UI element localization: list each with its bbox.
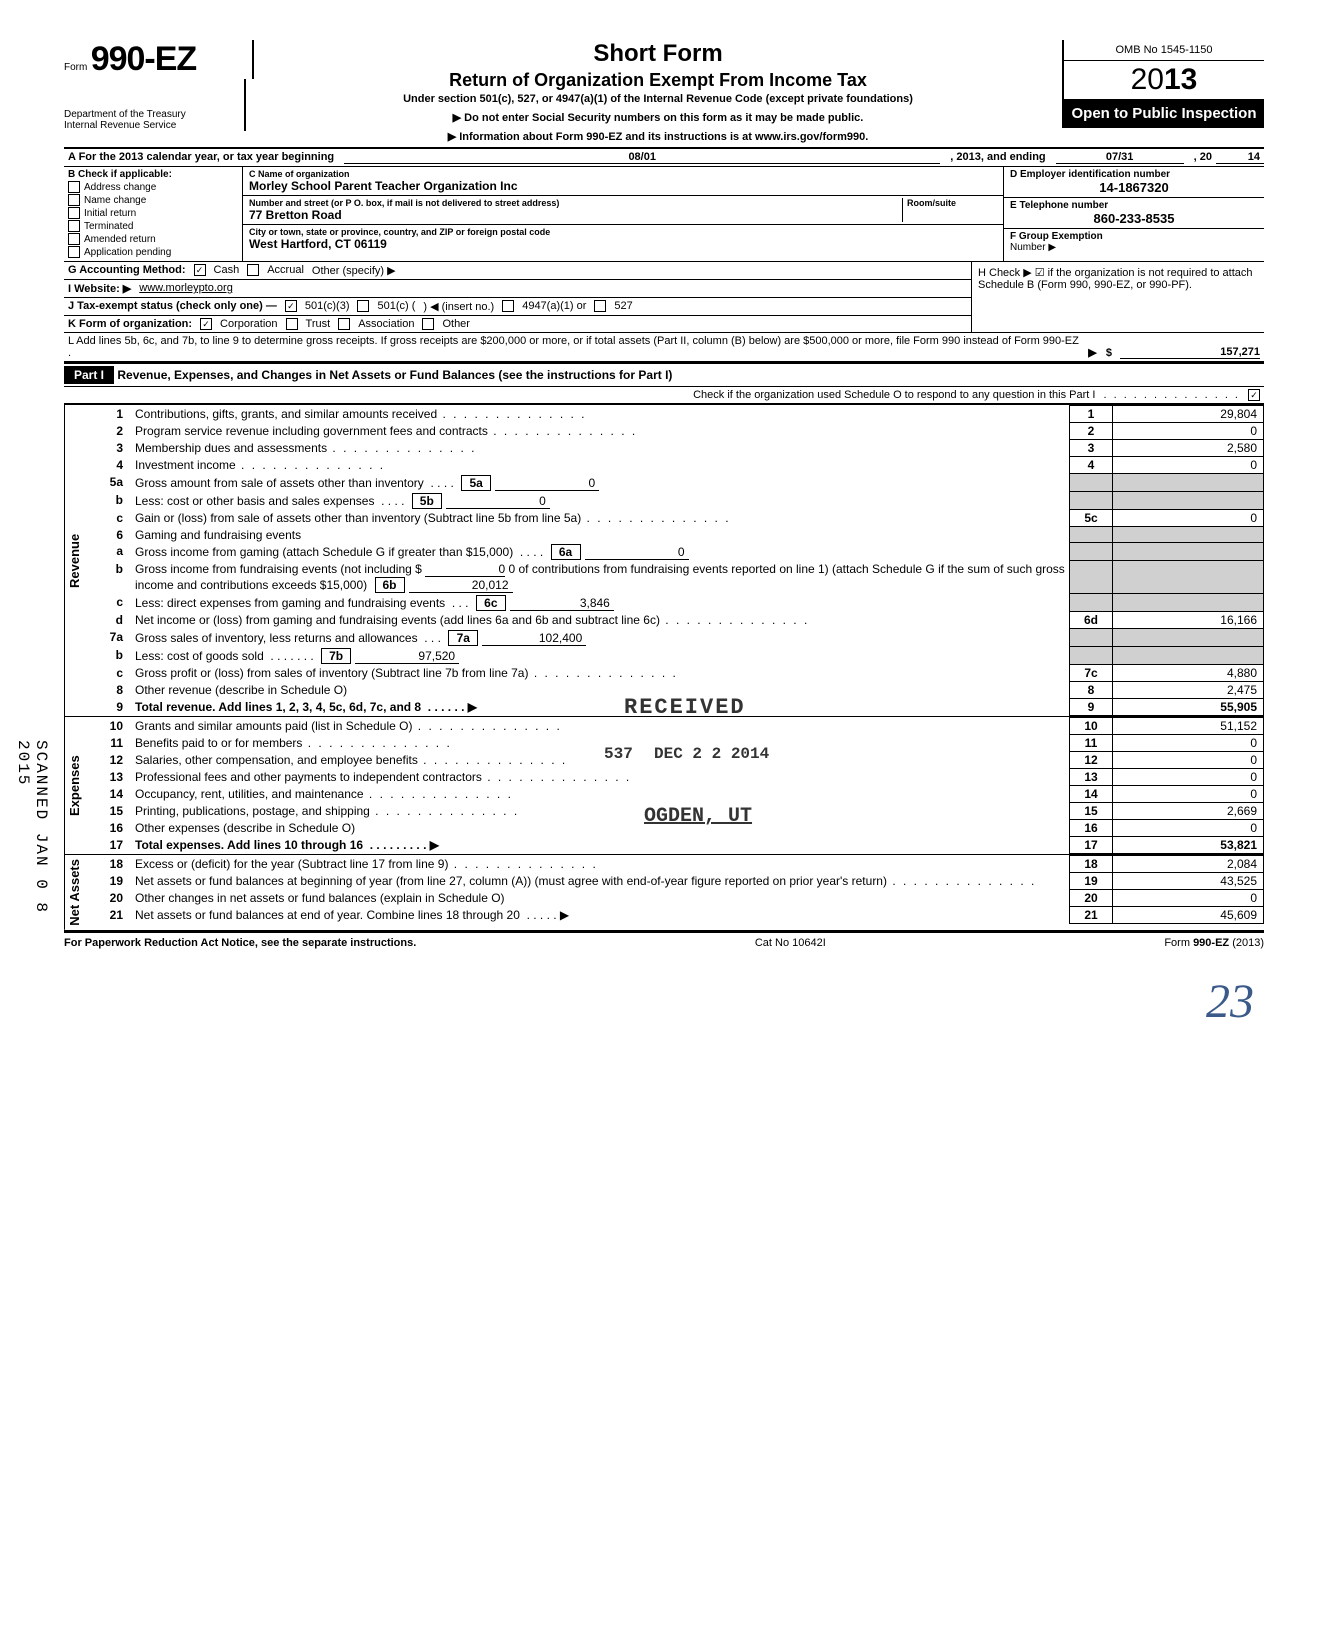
row-a-begin: 08/01 xyxy=(344,151,940,164)
org-city: West Hartford, CT 06119 xyxy=(249,237,997,251)
ein-value: 14-1867320 xyxy=(1010,180,1258,195)
year-bold: 13 xyxy=(1164,63,1197,96)
name-label: C Name of organization xyxy=(249,169,997,179)
expenses-section: Expenses 10Grants and similar amounts pa… xyxy=(64,716,1264,854)
footer-left: For Paperwork Reduction Act Notice, see … xyxy=(64,937,416,949)
netassets-table: 18Excess or (deficit) for the year (Subt… xyxy=(91,855,1264,924)
revenue-table: 1Contributions, gifts, grants, and simil… xyxy=(91,405,1264,716)
row-l-text: L Add lines 5b, 6c, and 7b, to line 9 to… xyxy=(68,335,1080,359)
row-k-label: K Form of organization: xyxy=(68,318,192,330)
part1-title: Revenue, Expenses, and Changes in Net As… xyxy=(117,368,672,382)
chk-cash[interactable]: ✓ xyxy=(194,264,206,276)
scanned-stamp: SCANNED JAN 0 8 2015 xyxy=(14,740,50,949)
footer-mid: Cat No 10642I xyxy=(755,937,826,949)
note-ssn: ▶ Do not enter Social Security numbers o… xyxy=(266,111,1050,124)
chk-initial-return[interactable]: Initial return xyxy=(68,207,238,219)
org-name: Morley School Parent Teacher Organizatio… xyxy=(249,179,997,193)
city-label: City or town, state or province, country… xyxy=(249,227,997,237)
footer: For Paperwork Reduction Act Notice, see … xyxy=(64,932,1264,949)
tel-value: 860-233-8535 xyxy=(1010,211,1258,226)
side-expenses: Expenses xyxy=(64,717,91,854)
chk-4947[interactable] xyxy=(502,300,514,312)
chk-501c3[interactable]: ✓ xyxy=(285,300,297,312)
website-value: www.morleypto.org xyxy=(139,282,233,295)
note-info: ▶ Information about Form 990-EZ and its … xyxy=(266,130,1050,143)
row-h-text: H Check ▶ ☑ if the organization is not r… xyxy=(978,267,1253,291)
subtitle: Under section 501(c), 527, or 4947(a)(1)… xyxy=(266,93,1050,105)
row-a-yy: 14 xyxy=(1216,151,1264,164)
chk-address-change[interactable]: Address change xyxy=(68,181,238,193)
chk-amended[interactable]: Amended return xyxy=(68,233,238,245)
right-box: OMB No 1545-1150 2013 Open to Public Ins… xyxy=(1062,40,1264,128)
side-revenue: Revenue xyxy=(64,405,91,716)
row-j: J Tax-exempt status (check only one) — ✓… xyxy=(64,298,971,316)
revenue-section: Revenue 1Contributions, gifts, grants, a… xyxy=(64,404,1264,716)
group-exempt-number: Number ▶ xyxy=(1010,242,1258,253)
col-c: C Name of organization Morley School Par… xyxy=(243,167,1004,261)
chk-other-org[interactable] xyxy=(422,318,434,330)
chk-assoc[interactable] xyxy=(338,318,350,330)
open-to-public: Open to Public Inspection xyxy=(1064,99,1264,128)
block-bcdef: B Check if applicable: Address change Na… xyxy=(64,167,1264,262)
chk-trust[interactable] xyxy=(286,318,298,330)
row-a-mid: , 2013, and ending xyxy=(946,151,1049,164)
side-netassets: Net Assets xyxy=(64,855,91,930)
title-short-form: Short Form xyxy=(266,40,1050,68)
chk-terminated[interactable]: Terminated xyxy=(68,220,238,232)
ein-label: D Employer identification number xyxy=(1010,169,1258,180)
year-prefix: 20 xyxy=(1131,63,1164,96)
row-l-amount: 157,271 xyxy=(1120,346,1260,359)
netassets-section: Net Assets 18Excess or (deficit) for the… xyxy=(64,854,1264,932)
group-exempt-label: F Group Exemption xyxy=(1010,231,1258,242)
chk-accrual[interactable] xyxy=(247,264,259,276)
title-block: Short Form Return of Organization Exempt… xyxy=(254,40,1062,143)
chk-corp[interactable]: ✓ xyxy=(200,318,212,330)
dept-line1: Department of the Treasury xyxy=(64,109,244,120)
form-number-block: Form 990-EZ xyxy=(64,40,254,79)
form-page: SCANNED JAN 0 8 2015 Form 990-EZ Departm… xyxy=(64,40,1264,949)
row-i: I Website: ▶ www.morleypto.org xyxy=(64,280,971,298)
tel-label: E Telephone number xyxy=(1010,200,1258,211)
row-a-label: A For the 2013 calendar year, or tax yea… xyxy=(64,151,338,164)
part1-check-text: Check if the organization used Schedule … xyxy=(693,389,1095,401)
part1-header: Part I Revenue, Expenses, and Changes in… xyxy=(64,362,1264,387)
part1-check-row: Check if the organization used Schedule … xyxy=(64,387,1264,404)
tax-year: 2013 xyxy=(1064,61,1264,99)
row-l: L Add lines 5b, 6c, and 7b, to line 9 to… xyxy=(64,333,1264,362)
row-a: A For the 2013 calendar year, or tax yea… xyxy=(64,149,1264,167)
col-b-header: B Check if applicable: xyxy=(68,169,238,180)
col-b: B Check if applicable: Address change Na… xyxy=(64,167,243,261)
expenses-table: 10Grants and similar amounts paid (list … xyxy=(91,717,1264,854)
omb-number: OMB No 1545-1150 xyxy=(1064,40,1264,61)
addr-label: Number and street (or P O. box, if mail … xyxy=(249,198,902,208)
chk-527[interactable] xyxy=(594,300,606,312)
dept-block: Department of the Treasury Internal Reve… xyxy=(64,79,246,131)
row-k: K Form of organization: ✓Corporation Tru… xyxy=(64,316,971,332)
dept-line2: Internal Revenue Service xyxy=(64,120,244,131)
chk-schedule-o[interactable]: ✓ xyxy=(1248,389,1260,401)
form-number: 990-EZ xyxy=(91,40,197,78)
form-prefix: Form xyxy=(64,62,87,73)
row-g-label: G Accounting Method: xyxy=(68,264,186,277)
row-a-tail: , 20 xyxy=(1190,151,1216,164)
room-label: Room/suite xyxy=(907,198,997,208)
chk-name-change[interactable]: Name change xyxy=(68,194,238,206)
row-i-label: I Website: ▶ xyxy=(68,282,131,295)
part1-badge: Part I xyxy=(64,366,114,384)
row-j-label: J Tax-exempt status (check only one) — xyxy=(68,300,277,313)
col-de: D Employer identification number 14-1867… xyxy=(1004,167,1264,261)
signature-mark: 23 xyxy=(1206,974,1254,1029)
title-return: Return of Organization Exempt From Incom… xyxy=(266,70,1050,91)
row-g: G Accounting Method: ✓Cash Accrual Other… xyxy=(64,262,971,280)
footer-right: Form 990-EZ (2013) xyxy=(1164,937,1264,949)
chk-app-pending[interactable]: Application pending xyxy=(68,246,238,258)
chk-501c[interactable] xyxy=(357,300,369,312)
header: Form 990-EZ Department of the Treasury I… xyxy=(64,40,1264,149)
row-h: H Check ▶ ☑ if the organization is not r… xyxy=(971,262,1264,332)
row-a-end: 07/31 xyxy=(1056,151,1184,164)
org-address: 77 Bretton Road xyxy=(249,208,902,222)
